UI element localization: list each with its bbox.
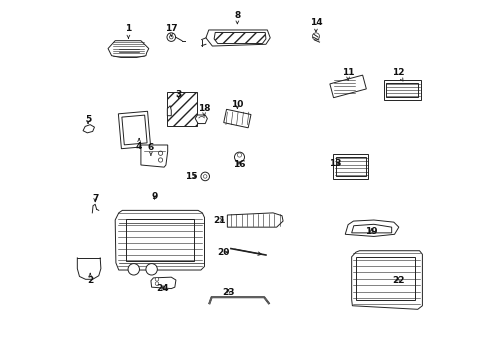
Circle shape <box>145 264 157 275</box>
Text: 15: 15 <box>185 172 198 181</box>
Bar <box>386 83 418 97</box>
Text: 9: 9 <box>151 192 157 201</box>
Circle shape <box>166 33 175 41</box>
Text: 2: 2 <box>87 273 93 285</box>
Text: 22: 22 <box>391 276 404 285</box>
Circle shape <box>155 278 159 281</box>
Polygon shape <box>205 30 270 46</box>
Text: 17: 17 <box>164 24 177 36</box>
Bar <box>329 75 366 98</box>
Polygon shape <box>167 106 171 116</box>
Polygon shape <box>195 115 207 123</box>
Polygon shape <box>108 41 148 58</box>
Text: 1: 1 <box>125 24 131 39</box>
Circle shape <box>201 172 209 181</box>
Text: 13: 13 <box>329 159 341 168</box>
Circle shape <box>169 35 173 39</box>
Text: 8: 8 <box>234 11 240 24</box>
Polygon shape <box>83 125 94 133</box>
Bar <box>122 115 147 145</box>
Polygon shape <box>345 220 398 237</box>
Text: 16: 16 <box>232 161 245 170</box>
Text: 12: 12 <box>391 68 404 81</box>
Polygon shape <box>141 145 167 167</box>
Text: 21: 21 <box>213 216 225 225</box>
Text: 18: 18 <box>198 104 210 116</box>
Polygon shape <box>115 210 204 270</box>
Polygon shape <box>151 277 176 289</box>
Text: 10: 10 <box>231 100 243 109</box>
Circle shape <box>155 282 159 285</box>
Bar <box>383 80 420 100</box>
Circle shape <box>158 158 163 162</box>
Text: 24: 24 <box>157 284 169 293</box>
Bar <box>355 257 414 300</box>
Polygon shape <box>351 251 422 309</box>
Text: 14: 14 <box>309 18 322 32</box>
Text: 3: 3 <box>175 90 181 99</box>
Text: 7: 7 <box>92 194 98 203</box>
Text: 11: 11 <box>341 68 354 80</box>
Circle shape <box>237 153 241 157</box>
Bar <box>118 111 150 149</box>
Bar <box>125 219 193 261</box>
Bar <box>336 157 365 176</box>
Polygon shape <box>214 32 265 44</box>
Bar <box>333 154 367 179</box>
Text: 5: 5 <box>85 116 91 125</box>
Polygon shape <box>227 213 283 227</box>
Bar <box>223 109 250 128</box>
Circle shape <box>158 151 163 156</box>
Text: 23: 23 <box>222 288 234 297</box>
Text: 19: 19 <box>364 227 377 236</box>
Circle shape <box>128 264 139 275</box>
Text: 4: 4 <box>136 139 142 150</box>
Circle shape <box>234 152 244 162</box>
Text: 6: 6 <box>147 143 154 155</box>
Text: 20: 20 <box>217 248 229 257</box>
Circle shape <box>203 175 206 178</box>
Bar <box>167 92 196 126</box>
